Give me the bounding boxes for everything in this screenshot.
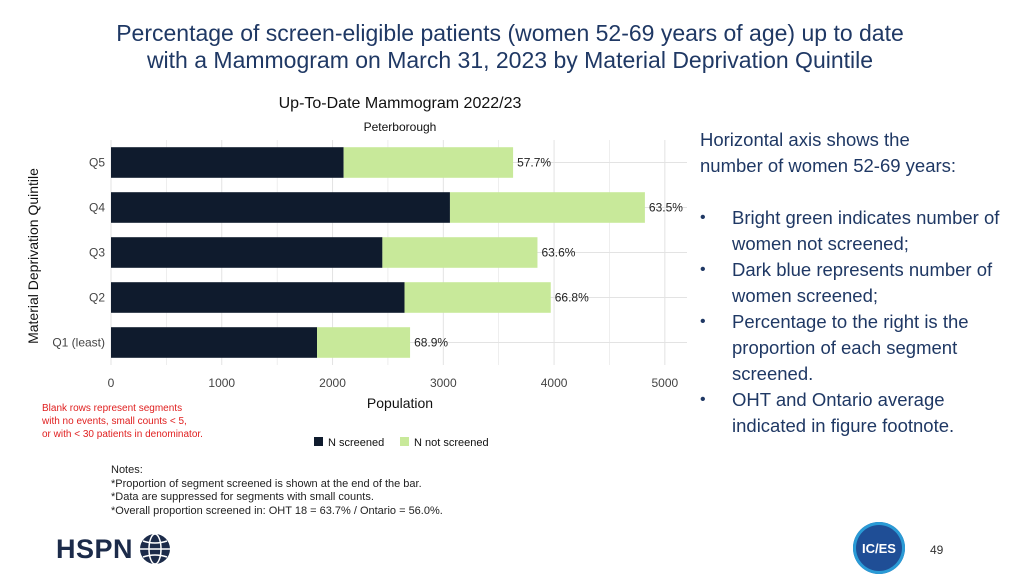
blank-note-line: with no events, small counts < 5, xyxy=(42,416,187,427)
y-tick-label: Q5 xyxy=(89,156,105,170)
bar-percent-label: 57.7% xyxy=(517,156,551,170)
slide-title: Percentage of screen-eligible patients (… xyxy=(60,20,960,74)
x-tick-label: 1000 xyxy=(208,376,235,390)
chart-subtitle: Peterborough xyxy=(364,120,437,134)
side-panel-bullet: OHT and Ontario average indicated in fig… xyxy=(700,387,1018,439)
bar-screened xyxy=(111,147,344,178)
legend-label: N not screened xyxy=(414,437,489,449)
x-tick-label: 3000 xyxy=(430,376,457,390)
bar-percent-label: 66.8% xyxy=(555,291,589,305)
notes-line: *Overall proportion screened in: OHT 18 … xyxy=(111,504,443,517)
legend-label: N screened xyxy=(328,437,384,449)
hspn-logo-text: HSPN xyxy=(56,533,134,564)
blank-note-line: or with < 30 patients in denominator. xyxy=(42,429,203,440)
bar-percent-label: 68.9% xyxy=(414,336,448,350)
page-number: 49 xyxy=(930,543,944,557)
bar-screened xyxy=(111,237,383,268)
bar-percent-label: 63.6% xyxy=(541,246,575,260)
bar-percent-label: 63.5% xyxy=(649,201,683,215)
bar-not-screened xyxy=(404,282,551,313)
y-axis-title: Material Deprivation Quintile xyxy=(25,168,41,344)
x-tick-label: 5000 xyxy=(651,376,678,390)
side-panel-bullet: Dark blue represents number of women scr… xyxy=(700,257,1018,309)
blank-note-line: Blank rows represent segments xyxy=(42,403,183,414)
x-tick-label: 2000 xyxy=(319,376,346,390)
hspn-logo: HSPN xyxy=(56,532,172,566)
y-tick-label: Q1 (least) xyxy=(52,336,105,350)
notes-line: *Data are suppressed for segments with s… xyxy=(111,491,374,503)
chart-notes: Notes: *Proportion of segment screened i… xyxy=(111,464,443,518)
slide-title-line-1: Percentage of screen-eligible patients (… xyxy=(116,20,904,46)
ices-logo: IC/ES xyxy=(853,522,905,574)
side-panel-bullet: Bright green indicates number of women n… xyxy=(700,205,1018,257)
side-panel-intro-line-1: Horizontal axis shows the xyxy=(700,129,910,150)
x-axis-title: Population xyxy=(367,395,433,411)
x-tick-label: 4000 xyxy=(541,376,568,390)
side-panel-bullets: Bright green indicates number of women n… xyxy=(700,205,1018,439)
notes-heading: Notes: xyxy=(111,464,143,476)
ices-logo-text: IC/ES xyxy=(862,540,896,556)
bar-not-screened xyxy=(449,192,645,223)
side-panel-intro-line-2: number of women 52-69 years: xyxy=(700,155,957,176)
notes-line: *Proportion of segment screened is shown… xyxy=(111,477,422,490)
slide-title-line-2: with a Mammogram on March 31, 2023 by Ma… xyxy=(146,47,874,73)
x-tick-label: 0 xyxy=(108,376,115,390)
stacked-bar-chart: Up-To-Date Mammogram 2022/23 Peterborough… xyxy=(25,95,687,449)
y-tick-label: Q2 xyxy=(89,291,105,305)
blank-rows-note: Blank rows represent segments with no ev… xyxy=(42,402,203,441)
legend-swatch-not-screened xyxy=(400,437,409,446)
bar-not-screened xyxy=(382,237,538,268)
side-panel-intro: Horizontal axis shows the number of wome… xyxy=(700,127,1018,179)
bar-screened xyxy=(111,282,405,313)
bar-not-screened xyxy=(343,147,514,178)
globe-icon xyxy=(140,533,171,565)
y-tick-label: Q4 xyxy=(89,201,105,215)
y-tick-label: Q3 xyxy=(89,246,105,260)
legend-swatch-screened xyxy=(314,437,323,446)
bar-screened xyxy=(111,327,318,358)
side-panel: Horizontal axis shows the number of wome… xyxy=(700,127,1018,439)
bar-not-screened xyxy=(317,327,411,358)
side-panel-bullet: Percentage to the right is the proportio… xyxy=(700,309,1018,387)
bar-screened xyxy=(111,192,450,223)
chart-title: Up-To-Date Mammogram 2022/23 xyxy=(279,95,522,112)
